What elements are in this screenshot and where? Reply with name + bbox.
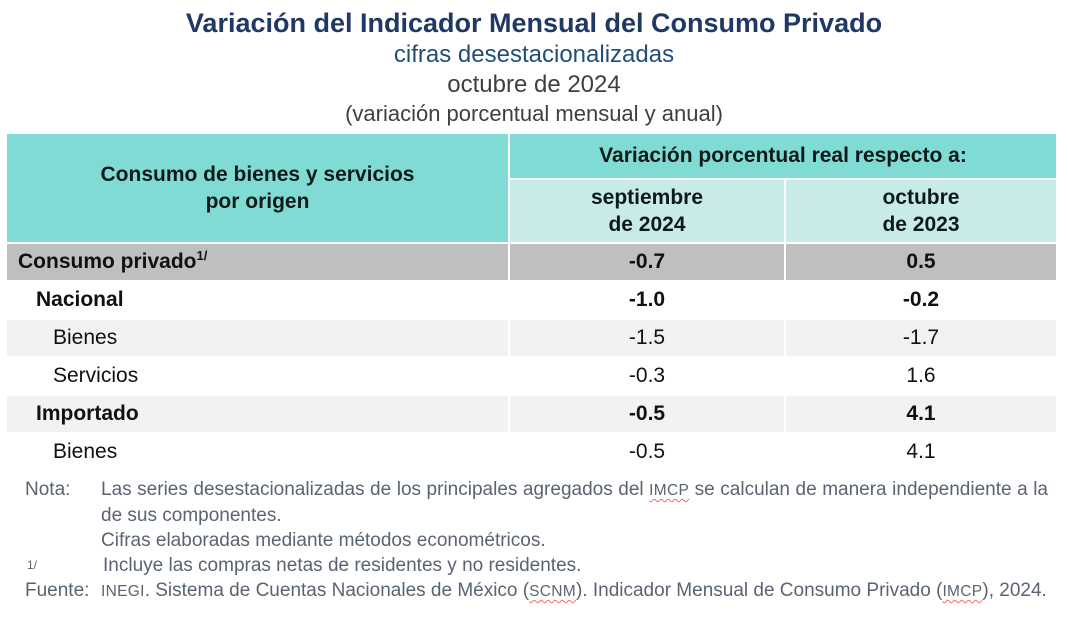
table-row-nacional: Nacional -1.0 -0.2 <box>5 280 1058 320</box>
value-cell-monthly: -0.5 <box>508 394 786 434</box>
fuente-text-part2: ). Indicador Mensual de Consumo Privado … <box>575 580 943 601</box>
footnote1-text: Incluye las compras netas de residentes … <box>103 555 582 576</box>
nota-text-part1: Las series desestacionalizadas de los pr… <box>101 479 650 500</box>
oct-header-line1: octubre <box>882 186 960 209</box>
note-row-fuente: Fuente: INEGI. Sistema de Cuentas Nacion… <box>25 578 1048 604</box>
table-body: Consumo privado1/ -0.7 0.5 Nacional -1.0… <box>5 242 1058 472</box>
column-header-origin: Consumo de bienes y servicios por origen <box>5 132 510 244</box>
acronym-imcp: IMCP <box>649 482 690 499</box>
fuente-text-part3: ), 2024. <box>982 580 1047 601</box>
column-header-septiembre-2024: septiembre de 2024 <box>508 178 786 244</box>
value-cell-monthly: -0.7 <box>508 242 786 282</box>
footnotes-block: Nota: Las series desestacionalizadas de … <box>25 477 1048 604</box>
column-header-octubre-2023: octubre de 2023 <box>784 178 1058 244</box>
value-cell-annual: -1.7 <box>784 318 1058 358</box>
value-cell-annual: -0.2 <box>784 280 1058 320</box>
row-label-text: Consumo privado <box>18 250 197 273</box>
header-row-periods: septiembre de 2024 octubre de 2023 <box>6 178 1058 244</box>
note-text-fuente: INEGI. Sistema de Cuentas Nacionales de … <box>101 578 1048 604</box>
row-label: Bienes <box>5 318 510 358</box>
note-row-cifras: Cifras elaboradas mediante métodos econo… <box>25 528 1048 553</box>
value-cell-monthly: -1.5 <box>508 318 786 358</box>
note-row-nota: Nota: Las series desestacionalizadas de … <box>25 477 1048 528</box>
table-row-consumo-privado: Consumo privado1/ -0.7 0.5 <box>5 242 1058 282</box>
sep-header-line1: septiembre <box>590 186 704 209</box>
value-cell-annual: 4.1 <box>784 432 1058 472</box>
row-label: Bienes <box>5 432 510 472</box>
value-cell-annual: 4.1 <box>784 394 1058 434</box>
table-row-nacional-bienes: Bienes -1.5 -1.7 <box>5 318 1058 358</box>
value-cell-monthly: -1.0 <box>508 280 786 320</box>
nota-text-part2: se calculan de manera independiente a la… <box>101 479 1048 526</box>
header-row-group: Consumo de bienes y servicios por origen… <box>5 132 1058 244</box>
footnote1-marker: 1/ <box>27 558 38 572</box>
origin-header-line2: por origen <box>205 190 310 213</box>
table-row-importado-bienes: Bienes -0.5 4.1 <box>5 432 1058 472</box>
imcp-variation-table: Consumo de bienes y servicios por origen… <box>5 132 1058 472</box>
acronym-inegi: INEGI <box>101 583 145 600</box>
row-label: Servicios <box>5 356 510 396</box>
table-row-importado: Importado -0.5 4.1 <box>5 394 1058 434</box>
fuente-text-part1: . Sistema de Cuentas Nacionales de Méxic… <box>144 580 530 601</box>
sep-header-line2: de 2024 <box>608 213 686 236</box>
oct-header-line2: de 2023 <box>882 213 960 236</box>
page-title: Variación del Indicador Mensual del Cons… <box>185 8 883 38</box>
value-cell-annual: 1.6 <box>784 356 1058 396</box>
table-header: Consumo de bienes y servicios por origen… <box>5 132 1058 244</box>
row-label: Nacional <box>5 280 510 320</box>
value-cell-monthly: -0.3 <box>508 356 786 396</box>
value-cell-monthly: -0.5 <box>508 432 786 472</box>
note-label-nota: Nota: <box>25 479 71 500</box>
table-row-nacional-servicios: Servicios -0.3 1.6 <box>5 356 1058 396</box>
note-row-footnote1: 1/ Incluye las compras netas de resident… <box>25 553 1048 578</box>
subtitle-series: cifras desestacionalizadas <box>393 41 675 68</box>
title-block: Variación del Indicador Mensual del Cons… <box>0 0 1068 128</box>
note-label-fuente: Fuente: <box>25 580 90 601</box>
origin-header-line1: Consumo de bienes y servicios <box>100 163 415 186</box>
value-cell-annual: 0.5 <box>784 242 1058 282</box>
subtitle-period: octubre de 2024 <box>447 71 621 98</box>
row-label: Consumo privado1/ <box>5 242 510 282</box>
note-text-cifras: Cifras elaboradas mediante métodos econo… <box>101 530 546 551</box>
acronym-imcp-2: IMCP <box>942 583 983 600</box>
row-label: Importado <box>5 394 510 434</box>
note-text-nota: Las series desestacionalizadas de los pr… <box>101 477 1048 528</box>
column-header-variation-group: Variación porcentual real respecto a: <box>508 132 1058 180</box>
footnote-ref-marker: 1/ <box>196 248 208 263</box>
subtitle-units: (variación porcentual mensual y anual) <box>345 101 723 126</box>
acronym-scnm: SCNM <box>529 583 576 600</box>
